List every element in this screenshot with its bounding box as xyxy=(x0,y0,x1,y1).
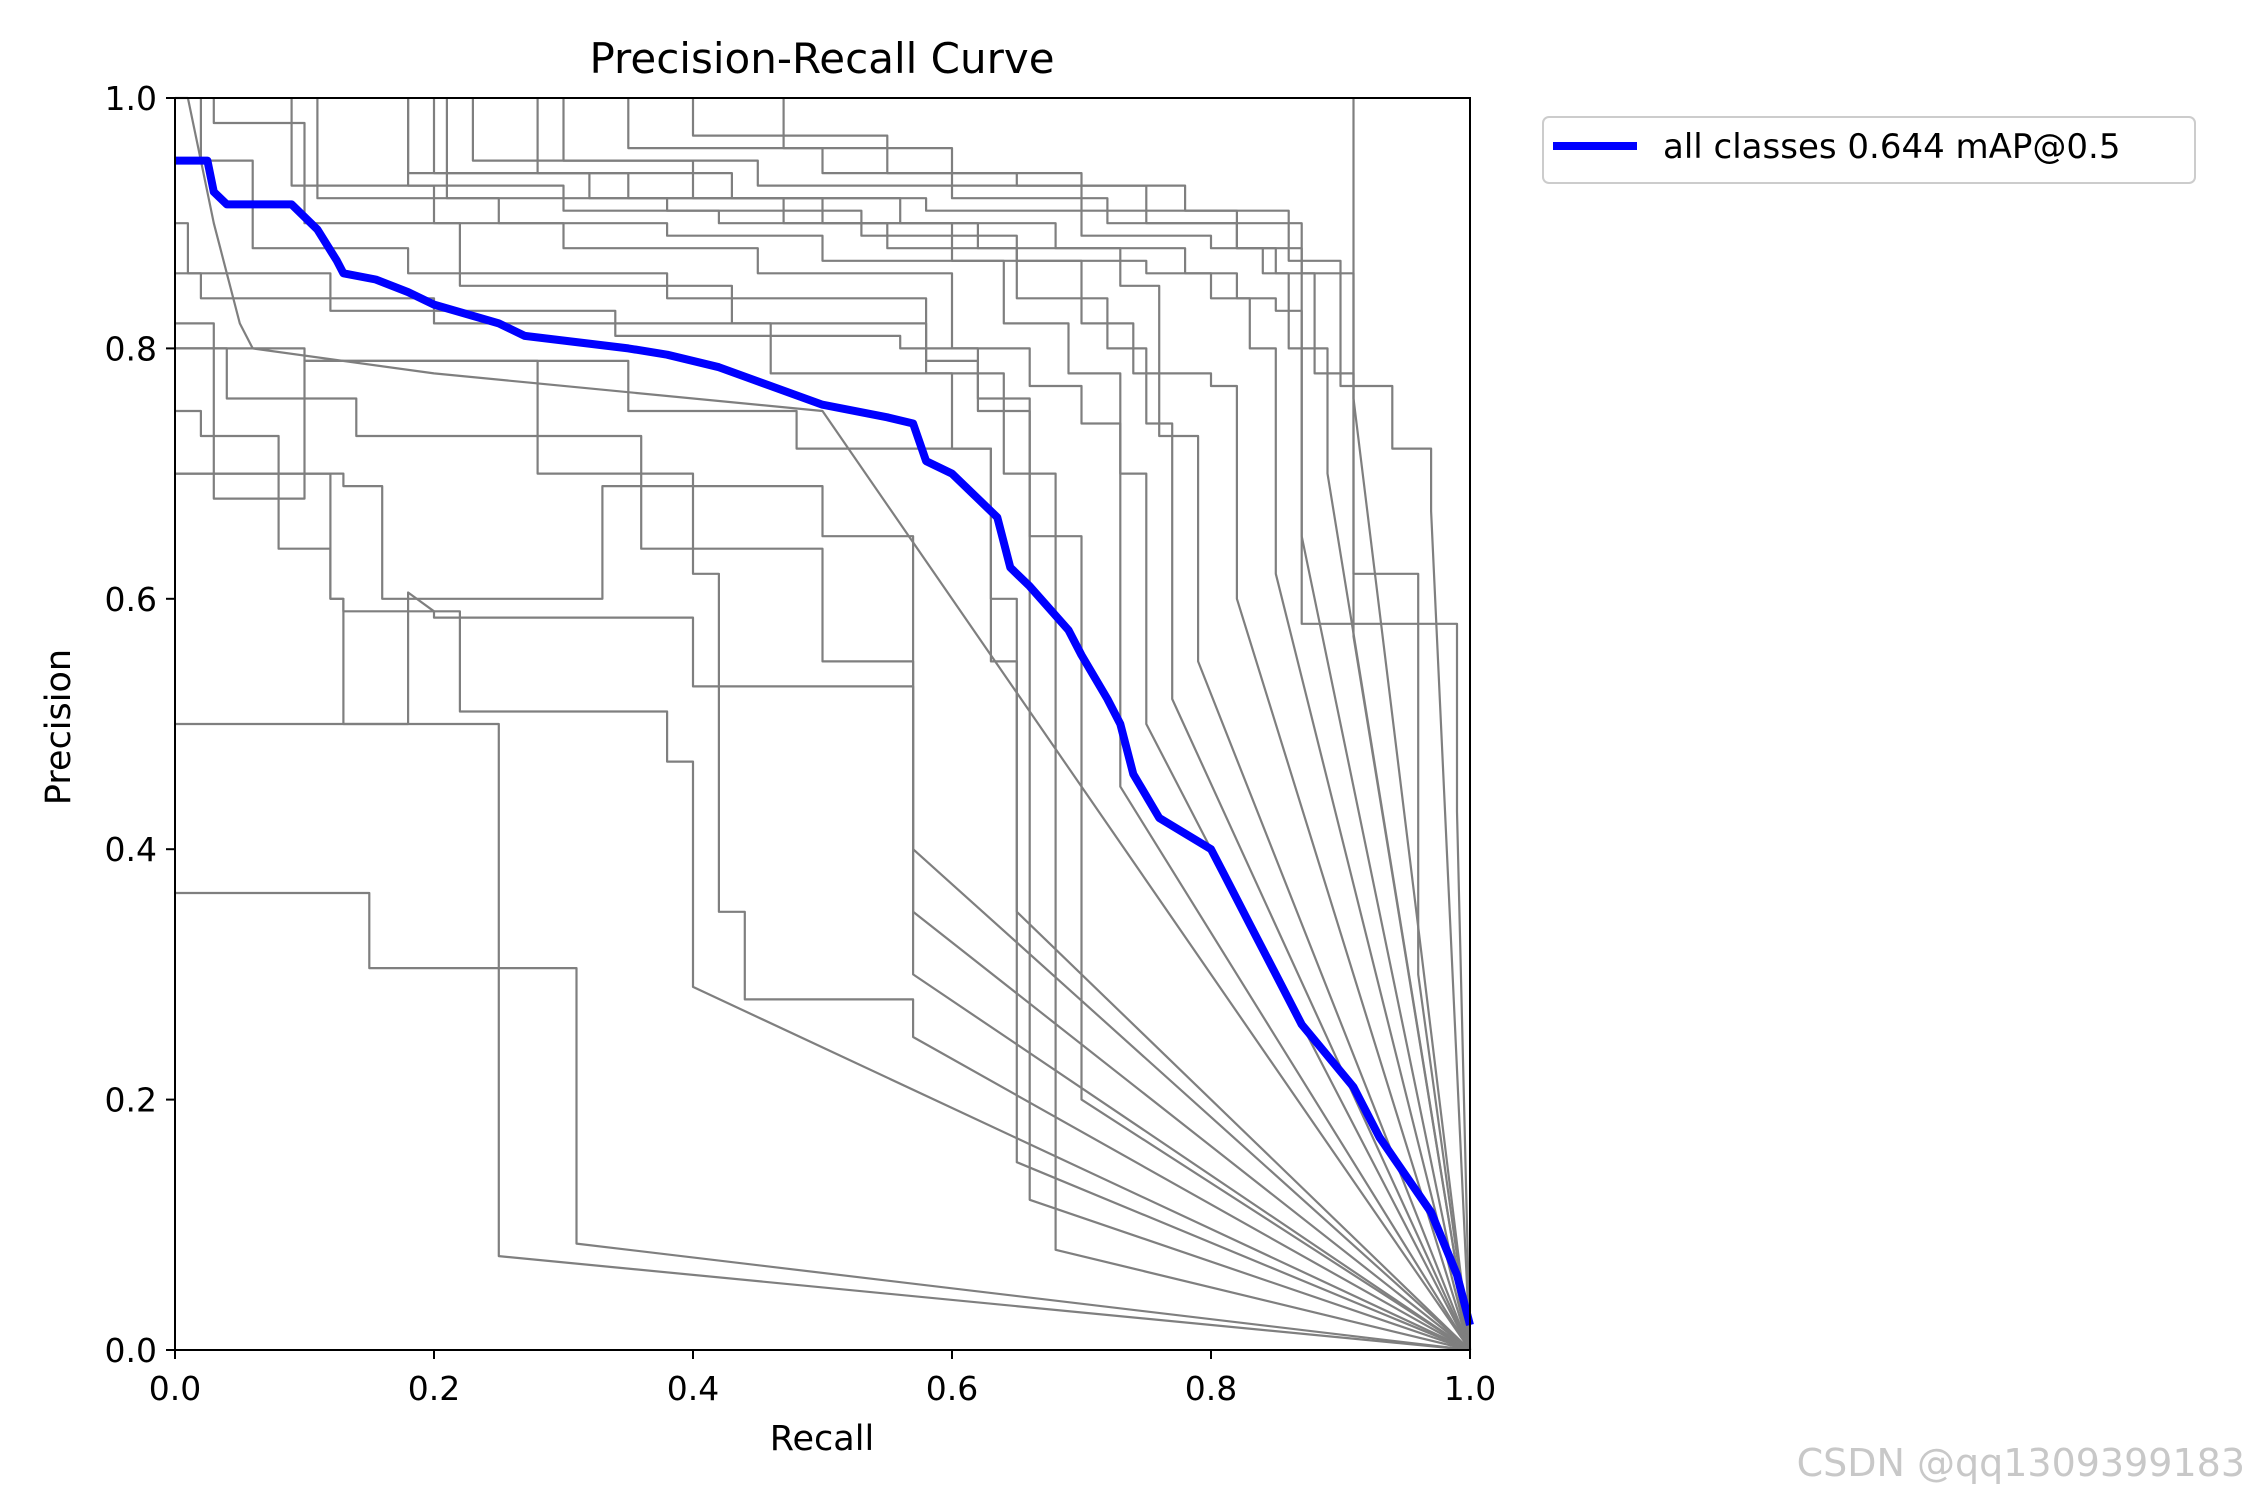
x-tick-label: 0.4 xyxy=(667,1369,719,1408)
y-tick-label: 0.4 xyxy=(105,830,157,869)
legend-box xyxy=(1542,116,2196,184)
class-curve-19 xyxy=(445,98,1472,1351)
y-tick-label: 0.0 xyxy=(105,1331,157,1370)
class-curve-12 xyxy=(199,98,1471,1352)
class-curve-20 xyxy=(471,98,1472,1351)
x-tick-label: 0.0 xyxy=(149,1369,201,1408)
class-curve-9 xyxy=(175,322,1471,1351)
class-curve-25 xyxy=(782,98,1472,1351)
class-curve-23 xyxy=(627,98,1472,1351)
class-curve-7 xyxy=(175,347,1471,1351)
x-tick-label: 0.2 xyxy=(408,1369,460,1408)
class-curve-14 xyxy=(290,98,1471,1351)
class-curve-26 xyxy=(1352,98,1472,1351)
y-tick-label: 0.8 xyxy=(105,329,157,368)
plot-frame xyxy=(174,97,1471,1351)
class-curve-6 xyxy=(175,409,1471,1351)
axis-ticks: 0.0 0.2 0.4 0.6 0.8 1.0 0.0 0.2 0.4 0.6 0.8 1.0 xyxy=(105,79,1497,1408)
curves-layer xyxy=(175,96,1474,1352)
x-tick-label: 1.0 xyxy=(1444,1369,1496,1408)
x-axis-label: Recall xyxy=(770,1419,874,1459)
x-tick-label: 0.8 xyxy=(1185,1369,1237,1408)
legend-entry-all-classes: all classes 0.644 mAP@0.5 xyxy=(1663,127,2120,167)
x-tick-label: 0.6 xyxy=(926,1369,978,1408)
y-tick-label: 1.0 xyxy=(105,79,157,118)
class-curve-3 xyxy=(175,722,1471,1352)
series-line-all-classes xyxy=(175,156,1474,1327)
class-curve-10 xyxy=(175,272,1471,1352)
class-curve-5 xyxy=(175,472,1471,1351)
chart-title: Precision-Recall Curve xyxy=(589,34,1054,83)
legend: all classes 0.644 mAP@0.5 xyxy=(1542,116,2196,184)
class-curve-2 xyxy=(175,891,1471,1352)
y-tick-label: 0.6 xyxy=(105,580,157,619)
y-tick-label: 0.2 xyxy=(105,1081,157,1120)
class-curve-24 xyxy=(691,98,1472,1351)
watermark: CSDN @qq1309399183 xyxy=(1797,1441,2245,1485)
y-axis-label: Precision xyxy=(39,649,79,805)
class-curve-13 xyxy=(212,98,1471,1351)
class-curve-11 xyxy=(175,222,1471,1352)
